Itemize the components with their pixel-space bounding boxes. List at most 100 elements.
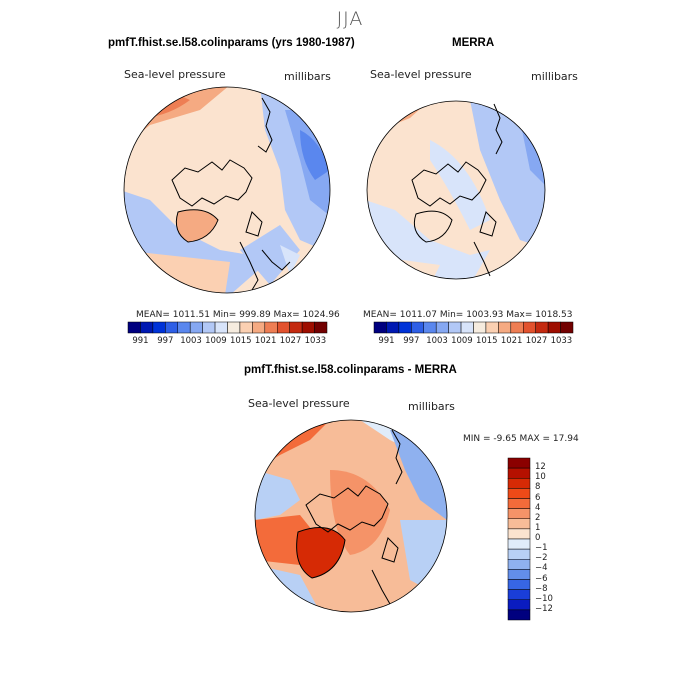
obs-colorbar-swatch-3 bbox=[411, 321, 424, 334]
model-colorbar-swatch-6 bbox=[202, 321, 216, 334]
diff-colorbar-tick-label: 12 bbox=[535, 462, 546, 473]
diff-colorbar-tick-label: −2 bbox=[535, 553, 548, 564]
obs-colorbar-swatch-4 bbox=[423, 321, 437, 334]
model-colorbar-swatch-0 bbox=[127, 321, 141, 334]
model-colorbar-swatch-12 bbox=[277, 321, 290, 334]
diff-colorbar-tick-label: −4 bbox=[535, 563, 548, 574]
diff-colorbar bbox=[507, 457, 531, 621]
model-stats: MEAN= 1011.51 Min= 999.89 Max= 1024.96 bbox=[136, 310, 340, 320]
diff-colorbar-swatch-8 bbox=[507, 538, 531, 550]
model-colorbar-tick-label: 1003 bbox=[180, 336, 202, 346]
obs-colorbar-swatch-9 bbox=[485, 321, 499, 334]
season-title: JJA bbox=[336, 8, 364, 30]
diff-colorbar-tick-label: −1 bbox=[535, 543, 548, 554]
model-colorbar-tick-label: 1015 bbox=[229, 336, 252, 346]
obs-colorbar-tick-label: 1009 bbox=[451, 336, 473, 346]
model-colorbar-swatch-5 bbox=[189, 321, 203, 334]
model-units-label: millibars bbox=[284, 70, 331, 83]
obs-colorbar-swatch-13 bbox=[535, 321, 549, 334]
diff-colorbar-swatch-3 bbox=[507, 488, 531, 499]
obs-units-label: millibars bbox=[531, 70, 578, 83]
obs-colorbar-swatch-15 bbox=[560, 321, 574, 334]
model-colorbar-swatch-8 bbox=[227, 321, 241, 334]
obs-colorbar-swatch-6 bbox=[448, 321, 462, 334]
obs-colorbar-swatch-7 bbox=[460, 321, 474, 334]
obs-colorbar-swatch-14 bbox=[547, 321, 561, 334]
diff-colorbar-swatch-13 bbox=[507, 589, 531, 600]
diff-stats: MIN = -9.65 MAX = 17.94 bbox=[463, 434, 579, 444]
diff-map bbox=[255, 420, 447, 612]
model-colorbar-swatch-9 bbox=[239, 321, 253, 334]
obs-colorbar bbox=[373, 321, 574, 334]
model-colorbar-swatch-13 bbox=[289, 321, 303, 334]
obs-colorbar-swatch-0 bbox=[373, 321, 387, 334]
diff-colorbar-swatch-4 bbox=[507, 498, 531, 509]
obs-colorbar-tick-label: 1027 bbox=[525, 336, 548, 346]
model-colorbar-swatch-3 bbox=[165, 321, 178, 334]
diff-colorbar-swatch-7 bbox=[507, 528, 531, 540]
diff-colorbar-swatch-15 bbox=[507, 609, 531, 621]
model-colorbar-tick-label: 1009 bbox=[205, 336, 227, 346]
obs-colorbar-tick-label: 1015 bbox=[475, 336, 498, 346]
obs-colorbar-swatch-2 bbox=[398, 321, 412, 334]
diff-colorbar-tick-label: 10 bbox=[535, 472, 546, 483]
diff-panel-title: pmfT.fhist.se.l58.colinparams - MERRA bbox=[244, 364, 457, 376]
model-map bbox=[124, 87, 330, 293]
model-colorbar-swatch-14 bbox=[301, 321, 315, 334]
diff-colorbar-tick-label: −10 bbox=[535, 593, 553, 604]
diff-colorbar-tick-label: 6 bbox=[535, 492, 541, 503]
model-coastlines bbox=[171, 97, 291, 291]
model-colorbar-swatch-15 bbox=[314, 321, 328, 334]
diff-colorbar-tick-label: 4 bbox=[535, 502, 541, 513]
diff-colorbar-swatch-12 bbox=[507, 579, 531, 590]
diff-colorbar-swatch-10 bbox=[507, 559, 531, 570]
model-colorbar-tick-label: 1021 bbox=[254, 336, 277, 346]
model-colorbar-tick-label: 1027 bbox=[279, 336, 302, 346]
obs-stats: MEAN= 1011.07 Min= 1003.93 Max= 1018.53 bbox=[363, 310, 573, 320]
model-colorbar-swatch-11 bbox=[264, 321, 278, 334]
model-colorbar-swatch-4 bbox=[177, 321, 191, 334]
obs-panel-title: MERRA bbox=[452, 37, 495, 49]
diff-colorbar-swatch-0 bbox=[507, 457, 531, 469]
model-colorbar-swatch-2 bbox=[152, 321, 166, 334]
diff-colorbar-tick-label: −8 bbox=[535, 583, 548, 594]
obs-colorbar-swatch-5 bbox=[435, 321, 449, 334]
model-colorbar-swatch-10 bbox=[252, 321, 266, 334]
diff-units-label: millibars bbox=[408, 400, 455, 413]
diff-colorbar-tick-label: −12 bbox=[535, 603, 553, 614]
obs-colorbar-swatch-10 bbox=[498, 321, 512, 334]
diff-colorbar-swatch-5 bbox=[507, 508, 531, 519]
obs-colorbar-tick-label: 1003 bbox=[426, 336, 448, 346]
obs-colorbar-tick-label: 997 bbox=[403, 336, 420, 346]
model-colorbar-tick-label: 991 bbox=[132, 336, 149, 346]
diff-colorbar-tick-label: 0 bbox=[535, 533, 541, 543]
obs-colorbar-tick-label: 991 bbox=[378, 336, 395, 346]
obs-variable-label: Sea-level pressure bbox=[370, 68, 472, 81]
diff-variable-label: Sea-level pressure bbox=[248, 397, 350, 410]
diff-colorbar-tick-label: −6 bbox=[535, 573, 548, 584]
model-colorbar-tick-label: 1033 bbox=[304, 336, 327, 346]
obs-colorbar-swatch-1 bbox=[386, 321, 400, 334]
model-colorbar-tick-label: 997 bbox=[157, 336, 174, 346]
obs-colorbar-swatch-11 bbox=[510, 321, 524, 334]
diff-colorbar-tick-label: 2 bbox=[535, 512, 541, 523]
obs-colorbar-swatch-12 bbox=[523, 321, 536, 334]
diff-colorbar-swatch-14 bbox=[507, 599, 531, 611]
diff-colorbar-swatch-9 bbox=[507, 548, 531, 560]
diff-colorbar-tick-label: 1 bbox=[535, 522, 541, 533]
diff-colorbar-swatch-11 bbox=[507, 569, 531, 580]
model-colorbar-swatch-7 bbox=[214, 321, 228, 334]
diff-colorbar-swatch-1 bbox=[507, 467, 531, 479]
model-colorbar-swatch-1 bbox=[140, 321, 154, 334]
model-colorbar bbox=[127, 321, 328, 334]
diff-colorbar-tick-label: 8 bbox=[535, 482, 541, 493]
obs-colorbar-tick-label: 1021 bbox=[500, 336, 523, 346]
diff-colorbar-swatch-6 bbox=[507, 518, 531, 530]
obs-colorbar-swatch-8 bbox=[473, 321, 487, 334]
diff-coastlines bbox=[296, 429, 403, 605]
obs-coastlines bbox=[411, 103, 503, 277]
model-variable-label: Sea-level pressure bbox=[124, 68, 226, 81]
obs-colorbar-tick-label: 1033 bbox=[550, 336, 573, 346]
diff-colorbar-swatch-2 bbox=[507, 478, 531, 489]
